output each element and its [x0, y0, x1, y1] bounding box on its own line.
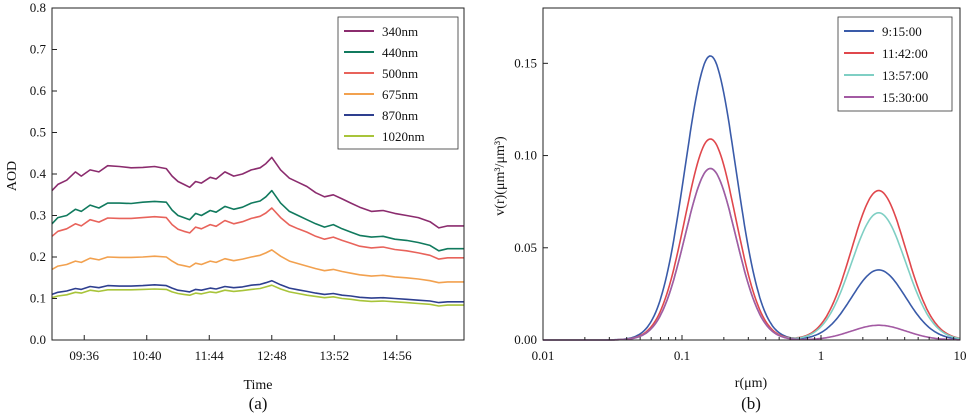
series-line-870nm [51, 279, 464, 304]
x-tick-label-a: 11:44 [195, 348, 225, 363]
legend-b: 9:15:00 11:42:00 13:57:00 15:30:00 [837, 16, 953, 112]
x-tick-label-a: 14:56 [382, 348, 412, 363]
legend-box-a [337, 16, 459, 150]
legend-label-15-30-00: 15:30:00 [882, 90, 928, 105]
legend-label-440nm: 440nm [382, 45, 418, 60]
legend-label-11-42-00: 11:42:00 [882, 46, 928, 61]
panel-label-a: (a) [249, 394, 268, 413]
legend-a: 340nm 440nm 500nm 675nm 870nm 1020nm [337, 16, 459, 150]
series-curve-13-57-00 [543, 167, 961, 341]
x-tick-label-b: 0.01 [532, 348, 555, 363]
x-tick-label-b: 0.1 [674, 348, 690, 363]
series-line-440nm [51, 189, 464, 252]
x-tick-label-a: 10:40 [132, 348, 162, 363]
y-tick-label-a: 0.2 [30, 249, 46, 264]
y-tick-label-b: 0.10 [514, 148, 537, 163]
panel-b: 0.00 0.05 0.10 0.15 0.01 0.1 1 10 v(r)(μm³/μm³)… [493, 7, 967, 413]
series-curve-15-30-00 [543, 167, 960, 341]
legend-label-870nm: 870nm [382, 108, 418, 123]
panel-label-b: (b) [741, 394, 761, 413]
y-tick-label-a: 0.8 [30, 0, 46, 15]
y-tick-label-a: 0.6 [30, 83, 47, 98]
x-tick-label-a: 12:48 [257, 348, 287, 363]
panel-a: 0.0 0.1 0.2 0.3 0.4 0.5 0.6 0.7 0.8 09:36 10:40 11:… [5, 0, 465, 413]
y-tick-label-a: 0.7 [30, 42, 47, 57]
series-line-675nm [51, 249, 464, 284]
series-line-340nm [51, 156, 464, 229]
y-tick-label-a: 0.4 [30, 166, 47, 181]
legend-label-675nm: 675nm [382, 87, 418, 102]
y-axis-title-a: AOD [5, 161, 20, 191]
x-tick-label-a: 09:36 [69, 348, 99, 363]
legend-label-1020nm: 1020nm [382, 129, 425, 144]
legend-label-13-57-00: 13:57:00 [882, 68, 928, 83]
x-axis-title-b: r(μm) [735, 376, 768, 391]
legend-label-340nm: 340nm [382, 24, 418, 39]
plot-frame-b [542, 7, 961, 341]
legend-label-500nm: 500nm [382, 66, 418, 81]
x-tick-label-a: 13:52 [319, 348, 349, 363]
legend-box-b [837, 16, 953, 112]
x-tick-label-b: 1 [818, 348, 825, 363]
y-tick-label-a: 0.0 [30, 332, 46, 347]
y-tick-label-a: 0.1 [30, 291, 46, 306]
y-tick-label-a: 0.3 [30, 208, 46, 223]
aod-series-group [51, 156, 464, 307]
legend-label-9-15-00: 9:15:00 [882, 24, 922, 39]
y-tick-label-a: 0.5 [30, 125, 46, 140]
series-line-500nm [51, 207, 464, 260]
y-axis-title-b: v(r)(μm³/μm³) [493, 136, 508, 216]
y-tick-label-b: 0.00 [514, 332, 537, 347]
y-tick-label-b: 0.05 [514, 240, 537, 255]
x-tick-label-b: 10 [954, 348, 967, 363]
series-line-1020nm [51, 284, 464, 307]
x-axis-title-a: Time [243, 378, 272, 393]
y-tick-label-b: 0.15 [514, 55, 537, 70]
